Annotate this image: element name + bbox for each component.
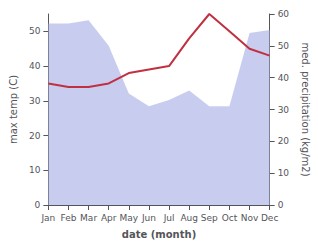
svg-text:Oct: Oct <box>222 213 238 223</box>
svg-text:max temp (C): max temp (C) <box>8 75 19 144</box>
svg-text:60: 60 <box>278 9 290 19</box>
svg-text:Jun: Jun <box>141 213 156 223</box>
svg-text:Apr: Apr <box>101 213 117 223</box>
svg-text:Jan: Jan <box>40 213 55 223</box>
svg-text:0: 0 <box>35 200 41 210</box>
svg-text:30: 30 <box>29 96 41 106</box>
svg-text:0: 0 <box>278 200 284 210</box>
svg-text:30: 30 <box>278 105 290 115</box>
svg-text:40: 40 <box>278 73 290 83</box>
svg-text:50: 50 <box>29 26 41 36</box>
svg-text:Feb: Feb <box>61 213 77 223</box>
svg-text:date (month): date (month) <box>122 229 196 240</box>
svg-text:Dec: Dec <box>261 213 278 223</box>
svg-text:40: 40 <box>29 61 41 71</box>
svg-text:Mar: Mar <box>80 213 97 223</box>
svg-text:10: 10 <box>29 165 41 175</box>
svg-text:Nov: Nov <box>241 213 259 223</box>
svg-text:10: 10 <box>278 168 290 178</box>
svg-text:med. precipitation (kg/m2): med. precipitation (kg/m2) <box>300 42 311 176</box>
svg-text:20: 20 <box>278 136 290 146</box>
svg-text:50: 50 <box>278 41 290 51</box>
svg-text:Jul: Jul <box>163 213 175 223</box>
svg-text:Sep: Sep <box>201 213 218 223</box>
svg-text:Aug: Aug <box>180 213 198 223</box>
svg-text:May: May <box>120 213 139 223</box>
svg-text:20: 20 <box>29 131 41 141</box>
